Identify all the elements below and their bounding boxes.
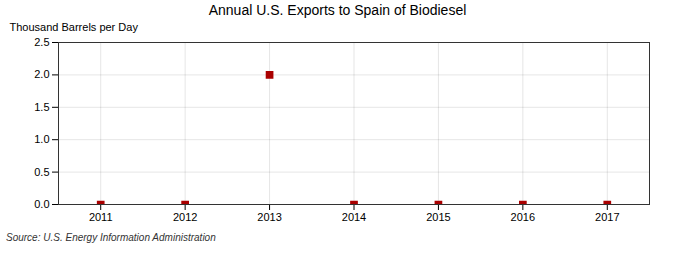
svg-text:2.0: 2.0: [34, 68, 49, 80]
svg-text:2011: 2011: [89, 211, 113, 223]
svg-text:2017: 2017: [595, 211, 619, 223]
svg-text:0.5: 0.5: [34, 166, 49, 178]
html-text:Source: U.S. Energy Informatio: Source: U.S. Energy Information Administ…: [6, 232, 216, 243]
svg-text:2013: 2013: [257, 211, 281, 223]
svg-text:0.0: 0.0: [34, 198, 49, 210]
svg-text:1.5: 1.5: [34, 101, 49, 113]
html-text:Annual U.S. Exports to Spain o: Annual U.S. Exports to Spain of Biodiese…: [208, 2, 467, 18]
svg-text:Thousand Barrels per Day: Thousand Barrels per Day: [10, 21, 139, 33]
svg-text:2.5: 2.5: [34, 36, 49, 48]
svg-text:2015: 2015: [426, 211, 450, 223]
svg-text:1.0: 1.0: [34, 133, 49, 145]
svg-text:2014: 2014: [342, 211, 366, 223]
svg-text:2016: 2016: [511, 211, 535, 223]
svg-text:2012: 2012: [173, 211, 197, 223]
